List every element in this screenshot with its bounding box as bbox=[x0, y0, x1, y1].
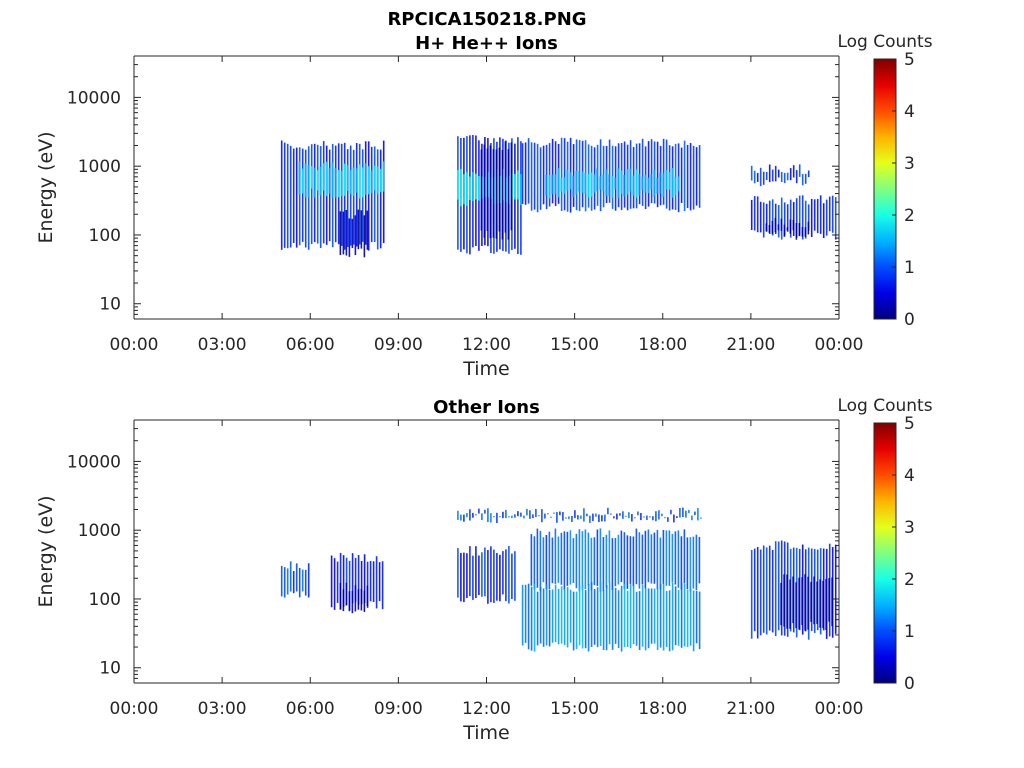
colorbar-tick-label: 5 bbox=[904, 50, 915, 70]
x-tick-label: 00:00 bbox=[110, 335, 159, 355]
x-tick-label: 00:00 bbox=[110, 699, 159, 719]
data-region bbox=[280, 561, 310, 598]
data-region bbox=[530, 528, 701, 592]
panel-2: 00:00 03:00 06:00 09:00 12:00 15:00 18:00 21:00… bbox=[35, 396, 933, 744]
x-axis-label: Time bbox=[462, 722, 510, 744]
x-tick-label: 06:00 bbox=[286, 335, 335, 355]
panel-title: H+ He++ Ions bbox=[415, 33, 558, 54]
x-tick-label: 09:00 bbox=[374, 335, 423, 355]
colorbar-gradient bbox=[873, 58, 897, 320]
data-region bbox=[780, 574, 833, 631]
y-tick-label: 10 bbox=[99, 295, 121, 315]
spectrogram-data bbox=[280, 507, 837, 652]
x-tick-label: 18:00 bbox=[638, 335, 687, 355]
colorbar-gradient bbox=[873, 422, 897, 684]
x-tick-label: 18:00 bbox=[638, 699, 687, 719]
colorbar-tick-label: 0 bbox=[904, 674, 915, 694]
data-region bbox=[457, 546, 516, 604]
data-region bbox=[298, 161, 385, 199]
x-tick-label: 12:00 bbox=[462, 699, 511, 719]
colorbar-tick-label: 3 bbox=[904, 518, 915, 538]
data-region bbox=[339, 209, 369, 258]
colorbar-tick-label: 2 bbox=[904, 206, 915, 226]
x-tick-label: 15:00 bbox=[550, 335, 599, 355]
y-tick-label: 10 bbox=[99, 659, 121, 679]
y-tick-label: 100 bbox=[89, 590, 121, 610]
data-region bbox=[339, 582, 369, 614]
colorbar-tick-label: 1 bbox=[904, 258, 915, 278]
data-region bbox=[765, 217, 810, 240]
y-tick-label: 1000 bbox=[78, 521, 121, 541]
data-region bbox=[480, 141, 513, 240]
data-region bbox=[521, 581, 701, 652]
colorbar-tick-label: 4 bbox=[904, 102, 915, 122]
data-region bbox=[330, 552, 384, 611]
colorbar-label: Log Counts bbox=[837, 396, 932, 416]
data-region bbox=[750, 164, 810, 187]
x-tick-label: 00:00 bbox=[815, 335, 864, 355]
x-tick-label: 15:00 bbox=[550, 699, 599, 719]
colorbar-tick-label: 1 bbox=[904, 622, 915, 642]
colorbar-label: Log Counts bbox=[837, 32, 932, 52]
colorbar-tick-label: 0 bbox=[904, 310, 915, 330]
colorbar-tick-label: 3 bbox=[904, 154, 915, 174]
x-tick-label: 03:00 bbox=[198, 335, 247, 355]
y-tick-label: 10000 bbox=[67, 452, 121, 472]
data-region bbox=[545, 168, 679, 199]
panel-1: 00:00 03:00 06:00 09:00 12:00 15:00 18:00 21:00… bbox=[35, 32, 933, 380]
y-axis-label: Energy (eV) bbox=[35, 495, 57, 607]
figure-title: RPCICA150218.PNG bbox=[387, 9, 586, 30]
colorbar-tick-label: 5 bbox=[904, 414, 915, 434]
y-tick-label: 100 bbox=[89, 226, 121, 246]
spectrogram-data bbox=[280, 135, 837, 258]
x-tick-label: 06:00 bbox=[286, 699, 335, 719]
data-region bbox=[750, 195, 837, 240]
y-tick-label: 10000 bbox=[67, 88, 121, 108]
data-region bbox=[457, 507, 702, 523]
y-tick-label: 1000 bbox=[78, 157, 121, 177]
y-axis-label: Energy (eV) bbox=[35, 131, 57, 243]
colorbar-tick-label: 4 bbox=[904, 466, 915, 486]
panel-title: Other Ions bbox=[433, 397, 540, 418]
x-tick-label: 12:00 bbox=[462, 335, 511, 355]
x-tick-label: 21:00 bbox=[726, 335, 775, 355]
x-tick-label: 00:00 bbox=[815, 699, 864, 719]
x-axis-label: Time bbox=[462, 358, 510, 380]
x-tick-label: 09:00 bbox=[374, 699, 423, 719]
x-tick-label: 03:00 bbox=[198, 699, 247, 719]
x-tick-label: 21:00 bbox=[726, 699, 775, 719]
colorbar-tick-label: 2 bbox=[904, 570, 915, 590]
